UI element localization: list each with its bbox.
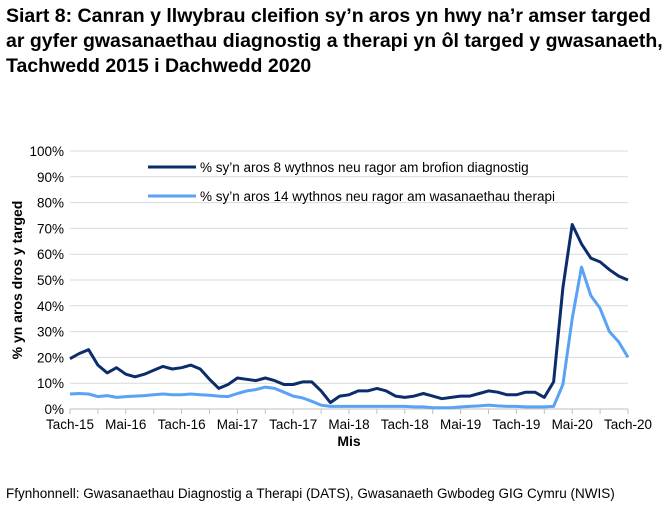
y-tick-label: 80% <box>37 196 64 211</box>
y-axis-title: % yn aros dros y targed <box>9 201 25 360</box>
series-line-2 <box>69 265 630 410</box>
legend-label: % sy’n aros 14 wythnos neu ragor am wasa… <box>200 189 555 204</box>
y-tick-label: 60% <box>37 247 64 262</box>
legend-label: % sy’n aros 8 wythnos neu ragor am brofi… <box>200 160 529 175</box>
source-note: Ffynhonnell: Gwasanaethau Diagnostig a T… <box>6 486 615 501</box>
x-tick-label: Mai-16 <box>105 417 146 432</box>
y-tick-label: 30% <box>37 325 64 340</box>
x-tick-label: Tach-16 <box>158 417 206 432</box>
x-axis-title: Mis <box>337 433 361 449</box>
chart-title: Siart 8: Canran y llwybrau cleifion sy’n… <box>6 5 663 77</box>
y-tick-label: 20% <box>37 350 64 365</box>
y-tick-label: 10% <box>37 376 64 391</box>
x-tick-label: Tach-15 <box>46 417 94 432</box>
y-tick-label: 70% <box>37 221 64 236</box>
y-tick-label: 90% <box>37 170 64 185</box>
series-line-1 <box>69 223 629 405</box>
y-tick-label: 40% <box>37 299 64 314</box>
x-tick-label: Mai-20 <box>552 417 593 432</box>
x-tick-label: Tach-19 <box>492 417 540 432</box>
y-tick-label: 100% <box>29 144 64 159</box>
y-tick-label: 50% <box>37 273 64 288</box>
x-tick-label: Mai-17 <box>217 417 258 432</box>
x-tick-label: Mai-19 <box>440 417 481 432</box>
x-tick-label: Tach-18 <box>381 417 429 432</box>
y-tick-label: 0% <box>44 402 64 417</box>
x-tick-label: Tach-17 <box>269 417 317 432</box>
x-tick-label: Mai-18 <box>328 417 369 432</box>
x-tick-label: Tach-20 <box>604 417 652 432</box>
